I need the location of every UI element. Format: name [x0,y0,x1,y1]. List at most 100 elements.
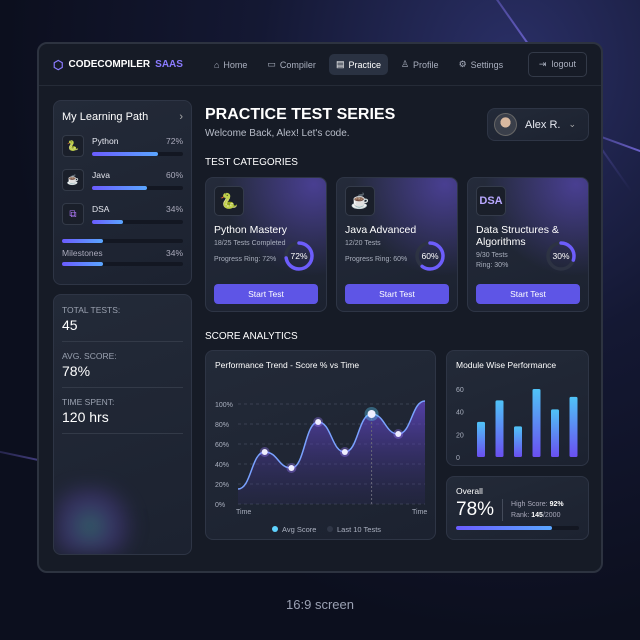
category-name: Python Mastery [214,224,287,236]
brand-suffix: SAAS [155,59,183,70]
x-label-start: Time [236,509,251,516]
rank: Rank: 145/2000 [511,512,561,519]
module-python[interactable]: 🐍 Python 72% [62,135,183,157]
legend-label: Avg Score [282,525,316,534]
series-line [237,400,426,490]
data-point[interactable] [341,449,348,455]
module-name: DSA [92,204,110,214]
learning-path-title: My Learning Path [62,111,149,123]
stat-total-tests: TOTAL TESTS: 45 [62,303,183,342]
section-title: SCORE ANALYTICS [205,331,298,342]
user-name: Alex R. [525,118,561,131]
milestone-bar-top [62,239,183,243]
data-point[interactable] [367,410,376,418]
tree-icon: ⧉ [62,203,84,225]
category-tests: 12/20 Tests [345,240,381,247]
user-icon: ♙ [400,59,410,69]
nav-home[interactable]: ⌂ Home [207,55,254,75]
chart-title: Module Wise Performance [456,360,557,370]
high-score: High Score: 92% [511,501,564,508]
area-fill [238,401,425,504]
dsa-icon: DSA [476,186,506,216]
overall-score: 78% [456,499,495,520]
code-hex-icon: ⬡ [53,57,64,72]
chevron-down-icon: ⌄ [568,119,577,129]
module-performance-card: Module Wise Performance 0 20 40 60 [446,350,589,466]
stat-time-spent: TIME SPENT: 120 hrs [62,395,183,434]
module-pct: 34% [165,204,183,214]
bar[interactable] [532,389,541,457]
overall-title: Overall [456,486,483,496]
chart-title: Performance Trend - Score % vs Time [215,360,360,370]
learning-path-card: My Learning Path › 🐍 Python 72% ☕ Java 60% ⧉ D… [53,100,192,285]
module-pct: 72% [165,136,183,146]
nav-settings[interactable]: ⚙ Settings [452,54,511,75]
y-tick-label: 40 [456,410,464,417]
start-test-button[interactable]: Start Test [345,284,449,304]
avatar [494,113,517,136]
progress-ring: 72% [282,239,316,273]
user-menu[interactable]: Alex R. ⌄ [487,108,589,141]
module-pct: 60% [165,170,183,180]
data-point[interactable] [288,465,295,471]
data-point[interactable] [315,419,322,425]
module-name: Java [92,170,110,180]
module-java[interactable]: ☕ Java 60% [62,169,183,191]
category-tests: 18/25 Tests Completed [214,240,286,247]
category-ring-label: Progress Ring: 60% [345,256,408,263]
nav-label: Compiler [279,59,316,70]
logout-icon: ⇥ [538,59,547,69]
data-point[interactable] [261,449,268,455]
brand-logo[interactable]: ⬡ CODECOMPILER SAAS [53,58,183,72]
performance-trend-card: Performance Trend - Score % vs Time 0% 20… [205,350,436,540]
chevron-right-icon[interactable]: › [179,111,183,123]
document-icon: ▤ [335,59,345,69]
module-progress [92,152,183,156]
start-test-button[interactable]: Start Test [214,284,318,304]
python-icon: 🐍 [62,135,84,157]
nav-profile[interactable]: ♙ Profile [394,54,446,75]
module-progress [92,220,183,224]
category-tests: 9/30 Tests [476,252,508,259]
nav-label: Home [223,59,248,70]
line-chart: 0% 20% 40% 60% 80% 100% Time Time Avg Score Last … [215,400,427,534]
y-tick-label: 0 [456,455,460,462]
brand-name: CODECOMPILER [68,59,151,70]
x-label-end: Time [412,509,427,516]
java-icon: ☕ [345,186,375,216]
bar[interactable] [551,409,559,457]
data-point[interactable] [395,431,402,437]
start-test-button[interactable]: Start Test [476,284,580,304]
y-tick-label: 20 [456,432,464,439]
y-tick-label: 20% [215,482,229,489]
logout-label: logout [551,59,576,69]
bar[interactable] [514,426,522,457]
stats-card: TOTAL TESTS: 45 AVG. SCORE: 78% TIME SPENT… [53,294,192,555]
category-card: 🐍 Python Mastery 18/25 Tests Completed P… [205,177,327,312]
section-title: TEST CATEGORIES [205,157,298,168]
bar[interactable] [495,400,504,457]
y-tick-label: 40% [215,462,229,469]
category-name: Java Advanced [345,224,417,236]
module-progress [92,186,183,190]
app-window: ⬡ CODECOMPILER SAAS ⌂ Home ▭ Compiler ▤ Pract… [37,42,603,573]
y-tick-label: 60% [215,442,229,449]
category-card: DSA Data Structures & Algorithms 9/30 Te… [467,177,589,312]
decorative-blur [54,484,144,554]
category-ring-label: Progress Ring: 72% [214,256,277,263]
progress-ring: 30% [544,239,578,273]
nav-label: Profile [413,59,439,70]
terminal-icon: ▭ [267,59,276,69]
home-icon: ⌂ [213,59,220,70]
nav-practice[interactable]: ▤ Practice [328,54,388,75]
java-icon: ☕ [62,169,84,191]
legend-marker [272,526,278,532]
module-dsa[interactable]: ⧉ DSA 34% [62,203,183,225]
nav-label: Practice [348,59,381,70]
bar[interactable] [477,421,485,457]
page-title: PRACTICE TEST SERIES [205,106,396,123]
nav-compiler[interactable]: ▭ Compiler [260,54,323,75]
stat-avg-score: AVG. SCORE: 78% [62,349,183,388]
bar[interactable] [569,396,578,457]
logout-button[interactable]: ⇥ logout [527,52,587,77]
